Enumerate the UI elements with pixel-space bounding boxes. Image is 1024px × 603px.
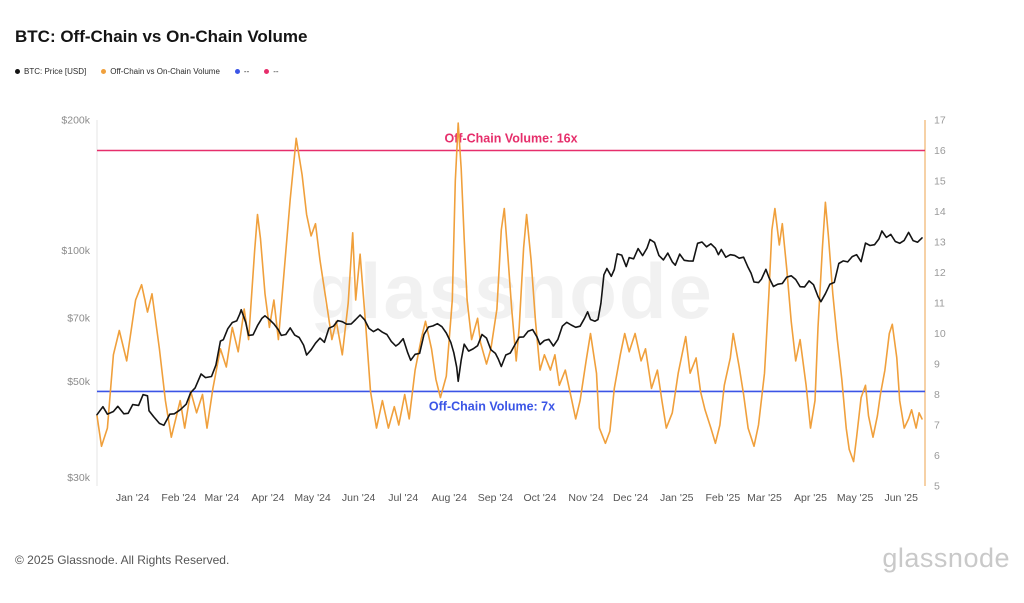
legend-dot-icon — [101, 69, 107, 74]
offchain-ratio-line — [96, 122, 923, 463]
right-axis-tick-label: 16 — [934, 145, 946, 157]
left-axis-tick-label: $200k — [61, 115, 90, 127]
legend-item-3[interactable]: -- — [264, 67, 279, 76]
x-axis-tick-label: Jan '24 — [116, 492, 150, 504]
x-axis-tick-label: Feb '24 — [161, 492, 196, 504]
left-axis-tick-label: $50k — [67, 376, 91, 388]
left-axis-tick-label: $70k — [67, 312, 91, 324]
legend-dot-icon — [264, 69, 270, 74]
right-axis-tick-label: 11 — [934, 298, 945, 310]
right-axis-tick-label: 8 — [934, 389, 940, 401]
right-axis-tick-label: 6 — [934, 450, 940, 462]
legend-item-0[interactable]: BTC: Price [USD] — [15, 67, 86, 76]
glassnode-logo: glassnode — [882, 543, 1010, 573]
x-axis-tick-label: Mar '25 — [747, 492, 782, 504]
right-axis-tick-label: 12 — [934, 267, 946, 279]
right-axis-tick-label: 9 — [934, 359, 940, 371]
x-axis-tick-label: Mar '24 — [205, 492, 240, 504]
x-axis-tick-label: Dec '24 — [613, 492, 648, 504]
right-axis-tick-label: 17 — [934, 115, 946, 127]
x-axis-tick-label: Apr '24 — [251, 492, 284, 504]
legend: BTC: Price [USD] Off-Chain vs On-Chain Vo… — [15, 67, 279, 76]
x-axis-tick-label: Sep '24 — [478, 492, 513, 504]
legend-label: Off-Chain vs On-Chain Volume — [110, 67, 220, 76]
x-axis-tick-label: Jan '25 — [660, 492, 694, 504]
x-axis-tick-label: Nov '24 — [568, 492, 603, 504]
legend-item-1[interactable]: Off-Chain vs On-Chain Volume — [101, 67, 220, 76]
legend-label: -- — [273, 67, 279, 76]
right-axis-tick-label: 15 — [934, 176, 946, 188]
legend-label: BTC: Price [USD] — [24, 67, 87, 76]
legend-label: -- — [243, 67, 250, 76]
legend-item-2[interactable]: -- — [234, 67, 250, 76]
legend-dot-icon — [234, 69, 240, 74]
legend-dot-icon — [15, 69, 20, 74]
copyright-text: © 2025 Glassnode. All Rights Reserved. — [15, 553, 230, 567]
x-axis-tick-label: May '25 — [837, 492, 874, 504]
right-axis-tick-label: 7 — [934, 420, 940, 432]
x-axis-tick-label: Jul '24 — [388, 492, 418, 504]
btc-price-line — [96, 230, 923, 427]
right-axis-tick-label: 5 — [934, 481, 940, 493]
x-axis-tick-label: May '24 — [294, 492, 331, 504]
right-axis-tick-label: 13 — [934, 237, 946, 249]
chart-title: BTC: Off-Chain vs On-Chain Volume — [15, 27, 308, 46]
x-axis-tick-label: Jun '25 — [884, 492, 918, 504]
left-axis-tick-label: $100k — [61, 245, 90, 257]
ref-line-label-1: Off-Chain Volume: 7x — [429, 399, 555, 413]
right-axis-tick-label: 10 — [934, 328, 946, 340]
x-axis-tick-label: Oct '24 — [524, 492, 557, 504]
x-axis-tick-label: Aug '24 — [432, 492, 467, 504]
x-axis-tick-label: Jun '24 — [342, 492, 376, 504]
x-axis-tick-label: Feb '25 — [705, 492, 740, 504]
x-axis-tick-label: Apr '25 — [794, 492, 827, 504]
right-axis-tick-label: 14 — [934, 206, 946, 218]
left-axis-tick-label: $30k — [67, 472, 91, 484]
ref-line-label-0: Off-Chain Volume: 16x — [444, 132, 577, 146]
